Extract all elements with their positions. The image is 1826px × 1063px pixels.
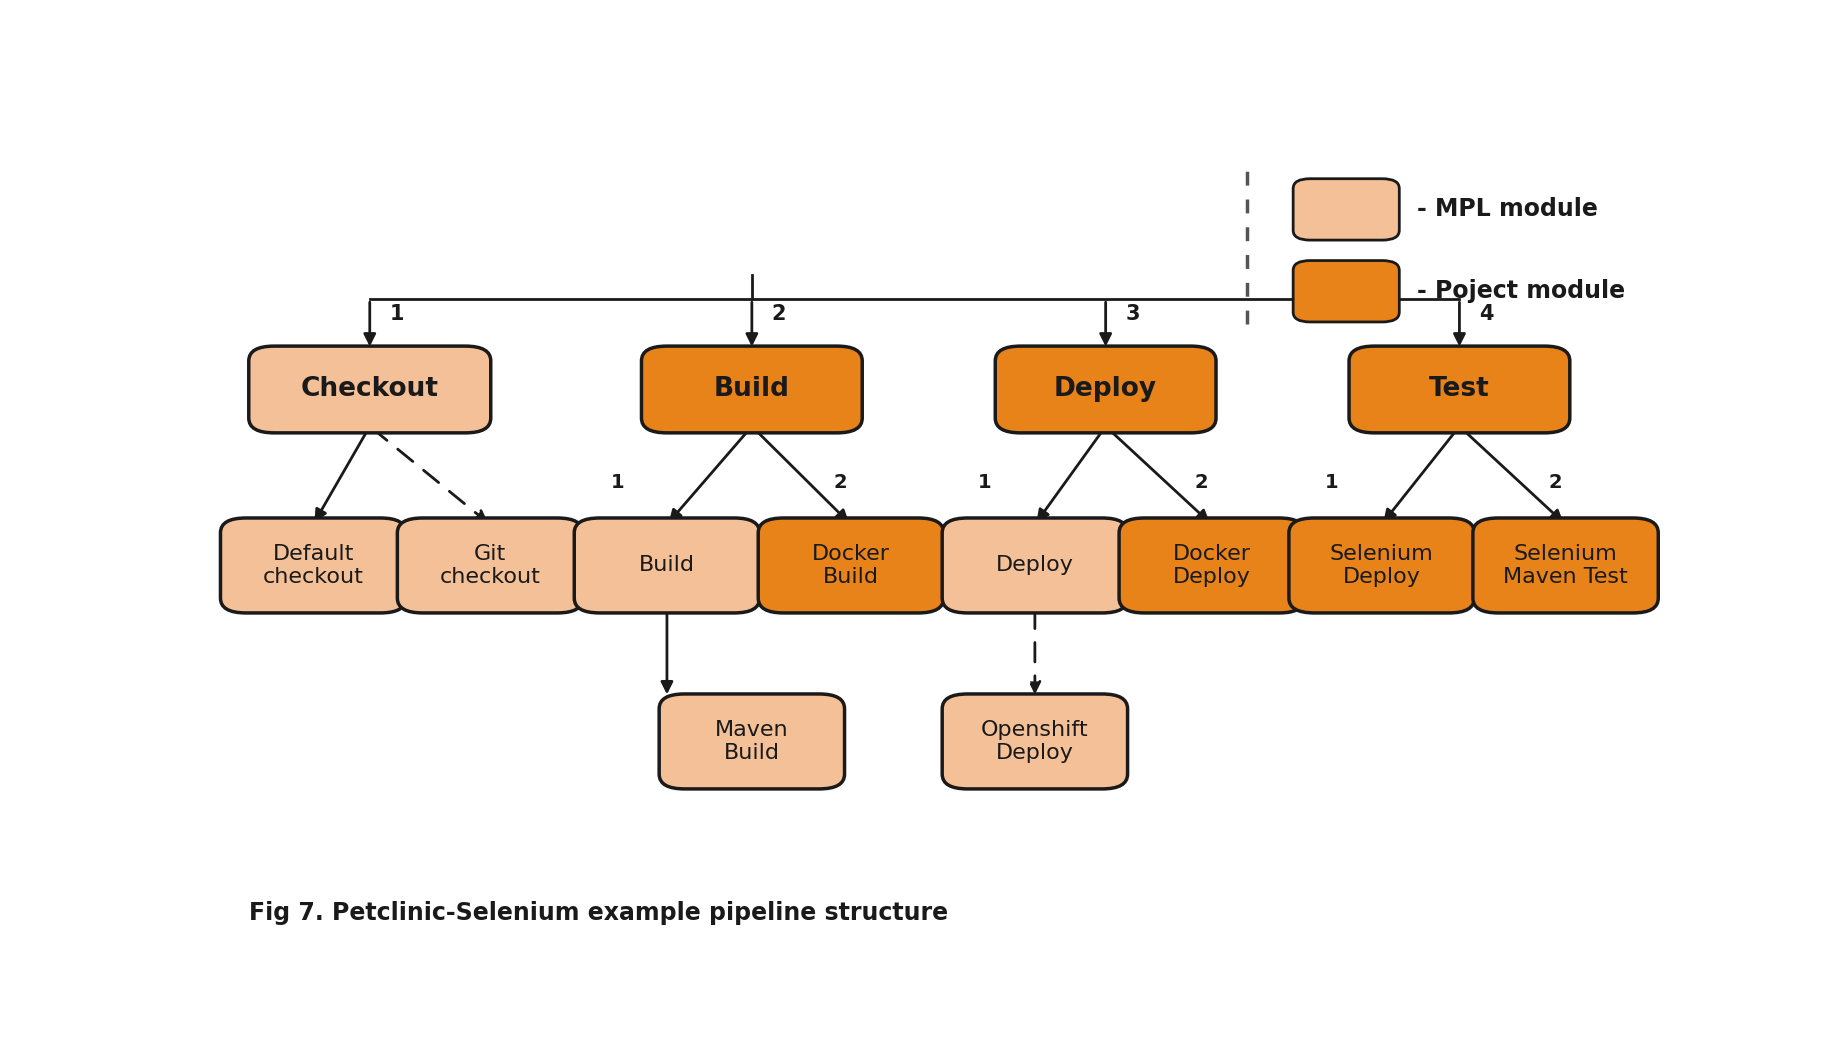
Text: Fig 7. Petclinic-Selenium example pipeline structure: Fig 7. Petclinic-Selenium example pipeli… [250,901,948,925]
FancyBboxPatch shape [1119,518,1304,613]
FancyBboxPatch shape [995,347,1216,433]
Text: 2: 2 [1548,473,1563,492]
Text: Deploy: Deploy [995,556,1074,575]
FancyBboxPatch shape [942,518,1128,613]
Text: Docker
Build: Docker Build [813,544,889,587]
FancyBboxPatch shape [1349,347,1570,433]
Text: 1: 1 [1326,473,1338,492]
Text: Deploy: Deploy [1054,376,1158,403]
FancyBboxPatch shape [641,347,862,433]
Text: - Poject module: - Poject module [1417,280,1625,303]
FancyBboxPatch shape [1293,179,1399,240]
Text: Test: Test [1430,376,1490,403]
Text: 1: 1 [389,304,404,323]
Text: 2: 2 [834,473,847,492]
Text: 2: 2 [772,304,787,323]
FancyBboxPatch shape [659,694,845,789]
Text: Build: Build [714,376,791,403]
Text: 3: 3 [1125,304,1139,323]
FancyBboxPatch shape [221,518,405,613]
Text: Selenium
Deploy: Selenium Deploy [1329,544,1433,587]
FancyBboxPatch shape [573,518,760,613]
Text: Git
checkout: Git checkout [440,544,540,587]
Text: Openshift
Deploy: Openshift Deploy [981,720,1088,763]
FancyBboxPatch shape [1293,260,1399,322]
Text: Maven
Build: Maven Build [716,720,789,763]
Text: Build: Build [639,556,696,575]
FancyBboxPatch shape [1474,518,1658,613]
Text: 1: 1 [610,473,624,492]
Text: Docker
Deploy: Docker Deploy [1172,544,1251,587]
FancyBboxPatch shape [398,518,582,613]
Text: - MPL module: - MPL module [1417,198,1598,221]
Text: Default
checkout: Default checkout [263,544,363,587]
Text: 2: 2 [1194,473,1209,492]
FancyBboxPatch shape [758,518,944,613]
Text: Selenium
Maven Test: Selenium Maven Test [1503,544,1629,587]
Text: 4: 4 [1479,304,1494,323]
FancyBboxPatch shape [1289,518,1474,613]
Text: Checkout: Checkout [301,376,438,403]
Text: 1: 1 [979,473,992,492]
FancyBboxPatch shape [942,694,1128,789]
FancyBboxPatch shape [248,347,491,433]
